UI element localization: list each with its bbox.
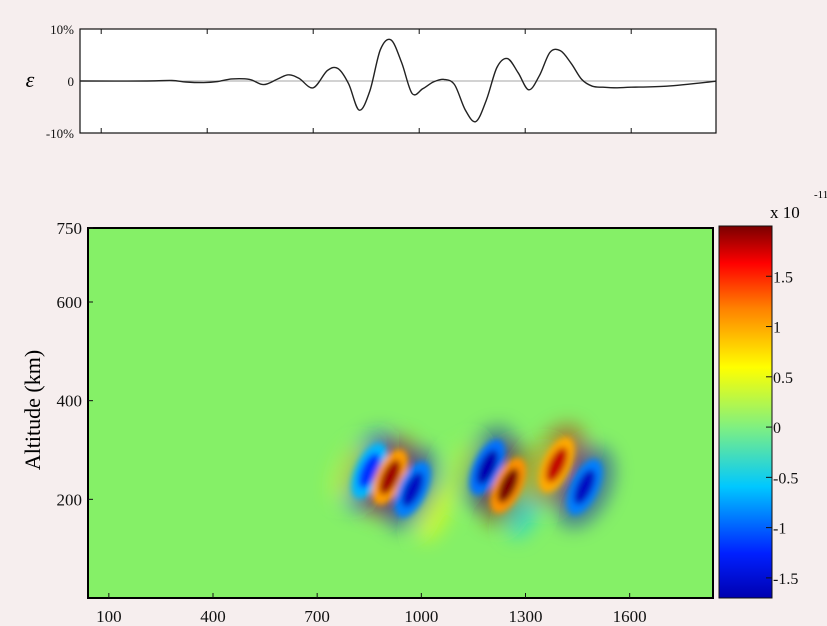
heatmap-blob-core [545,447,568,483]
colorbar: 1.5 1 0.5 0 -0.5 -1 -1.5 x 10 -11 [718,189,827,599]
strain-series-line [79,38,717,123]
strain-chart: 10% 0 -10% ε [26,22,717,141]
heatmap-x-tick-label: 700 [304,607,330,626]
heatmap-y-tick-label: 400 [57,392,83,411]
strain-y-tick-label: 10% [50,22,74,37]
colorbar-tick-label: 1 [773,320,781,337]
colorbar-exponent-label: x 10 [770,203,800,222]
heatmap-frame [87,227,714,599]
heatmap-blob-core [379,459,401,495]
heatmap-x-tick-label: 400 [200,607,226,626]
heatmap-halo [417,486,454,542]
heatmap-background [88,228,713,598]
heatmap-y-tick-label: 600 [57,293,83,312]
colorbar-tick-label: -1 [773,521,786,538]
altitude-heatmap: 100 400 700 1000 1300 1600 200 400 600 750 Altit… [20,219,714,626]
heatmap-blob-core [497,467,519,504]
heatmap-x-tick-label: 100 [96,607,122,626]
colorbar-tick-label: 0 [773,420,781,437]
colorbar-tick-label: -1.5 [773,571,798,588]
strain-y-tick-label: 0 [68,74,75,89]
heatmap-y-tick-label: 200 [57,490,83,509]
heatmap-x-tick-label: 1300 [509,607,543,626]
colorbar-tick-label: 1.5 [773,269,793,286]
altitude-axis-label: Altitude (km) [20,350,45,470]
heatmap-blob-core [476,449,499,485]
heatmap-blob-core [358,453,381,489]
heatmap-halo [441,441,478,498]
heatmap-blob-core [573,469,596,505]
heatmap-x-tick-label: 1000 [404,607,438,626]
colorbar-tick-label: -0.5 [773,470,798,487]
heatmap-x-tick-label: 1600 [613,607,647,626]
colorbar-tick-label: 0.5 [773,370,793,387]
colorbar-gradient [718,225,773,599]
colorbar-exponent-superscript: -11 [814,189,827,201]
heatmap-halo [330,444,367,501]
strain-y-tick-label: -10% [46,126,74,141]
heatmap-blob-core [401,471,424,508]
strain-y-axis-label: ε [26,67,35,92]
heatmap-y-tick-label: 750 [57,219,83,238]
